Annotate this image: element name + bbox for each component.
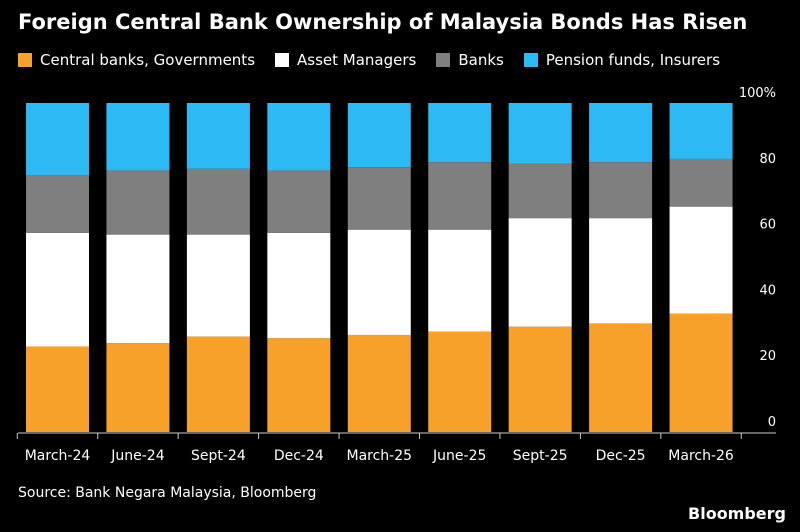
legend-item-asset-managers: Asset Managers: [275, 51, 416, 69]
y-tick-label: 100%: [739, 86, 776, 101]
bar-segment-0-3: [267, 338, 331, 432]
bar-segment-0-8: [669, 313, 733, 432]
bar-segment-3-1: [106, 103, 170, 171]
y-tick-label: 40: [759, 283, 776, 298]
x-tick-label: Sept-25: [513, 448, 568, 464]
legend-label-banks: Banks: [458, 51, 504, 69]
bar-segment-3-8: [669, 103, 733, 159]
bar-segment-3-3: [267, 103, 331, 171]
bar-segment-0-5: [428, 331, 492, 432]
x-tick-label: June-24: [110, 448, 164, 464]
bar-segment-1-2: [186, 234, 250, 337]
x-tick-label: March-26: [668, 448, 734, 464]
bar-segment-1-7: [589, 218, 653, 324]
legend-swatch-asset-managers: [275, 53, 290, 67]
bar-segment-2-0: [26, 175, 89, 233]
bar-segment-1-1: [106, 234, 170, 344]
legend-label-pension-funds: Pension funds, Insurers: [545, 51, 721, 69]
x-tick-label: Dec-24: [274, 448, 324, 464]
y-tick-label: 60: [759, 218, 776, 233]
legend-swatch-central-banks: [18, 53, 32, 67]
bar-segment-2-1: [106, 170, 170, 235]
bar-segment-3-0: [26, 103, 89, 176]
x-tick-label: Dec-25: [596, 448, 646, 464]
x-tick-label: March-24: [25, 448, 91, 464]
x-tick-label: Sept-24: [191, 448, 246, 464]
bar-segment-1-0: [26, 232, 89, 347]
bar-segment-3-7: [589, 103, 653, 163]
bar-segment-0-2: [186, 336, 250, 432]
legend-item-pension-funds: Pension funds, Insurers: [523, 51, 721, 69]
legend-swatch-pension-funds: [523, 53, 538, 67]
bar-segment-2-8: [669, 158, 733, 207]
bar-segment-0-0: [26, 346, 89, 432]
bar-segment-3-6: [508, 103, 572, 164]
bar-segment-3-4: [347, 103, 411, 168]
chart-title: Foreign Central Bank Ownership of Malays…: [18, 10, 748, 34]
bar-segment-2-6: [508, 163, 572, 219]
bar-segment-0-1: [106, 343, 170, 432]
bar-segment-1-6: [508, 218, 572, 327]
legend-label-central-banks: Central banks, Governments: [40, 51, 256, 69]
y-tick-label: 20: [759, 349, 776, 364]
y-tick-label: 0: [768, 415, 776, 430]
bar-segment-0-4: [347, 334, 411, 432]
bar-segment-2-3: [267, 170, 331, 233]
bar-segment-2-2: [186, 168, 250, 235]
legend: Central banks, Governments Asset Manager…: [18, 51, 720, 69]
bar-segment-2-5: [428, 162, 492, 230]
bar-segment-2-7: [589, 162, 653, 219]
legend-item-central-banks: Central banks, Governments: [18, 51, 255, 69]
bar-segment-0-6: [508, 326, 572, 432]
bar-segment-1-8: [669, 206, 733, 314]
bar-segment-2-4: [347, 167, 411, 230]
bar-segment-3-5: [428, 103, 492, 163]
x-tick-label: June-25: [432, 448, 486, 464]
bar-segment-3-2: [186, 103, 250, 169]
legend-item-banks: Banks: [436, 51, 504, 69]
bar-segment-1-3: [267, 232, 331, 339]
legend-label-asset-managers: Asset Managers: [297, 51, 417, 69]
bar-segment-0-7: [589, 323, 653, 432]
legend-swatch-banks: [436, 53, 451, 67]
x-tick-label: March-25: [347, 448, 413, 464]
bloomberg-logo: Bloomberg: [688, 504, 786, 523]
bar-segment-1-5: [428, 229, 492, 332]
source-note: Source: Bank Negara Malaysia, Bloomberg: [18, 485, 317, 501]
y-tick-label: 80: [759, 152, 776, 167]
bar-segment-1-4: [347, 229, 411, 335]
